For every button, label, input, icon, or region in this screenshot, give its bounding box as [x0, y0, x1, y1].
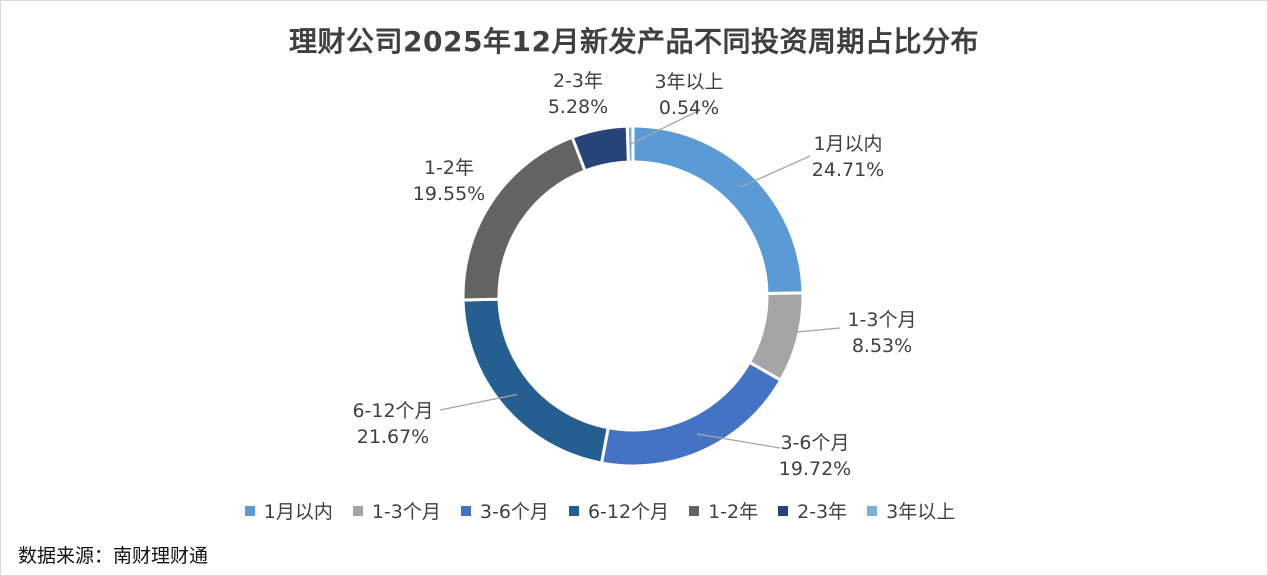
data-label-value-1: 24.71% [812, 159, 884, 181]
leader-line-3 [696, 433, 781, 449]
legend-swatch-2 [352, 505, 363, 516]
legend-label-3: 3-6个月 [479, 501, 549, 523]
data-label-value-4: 21.67% [357, 426, 429, 448]
data-label-category-2: 1-3个月 [847, 309, 916, 331]
leader-line-2 [780, 327, 841, 335]
legend-label-1: 1月以内 [263, 501, 333, 523]
legend-swatch-7 [867, 505, 878, 516]
data-label-value-5: 19.55% [413, 183, 485, 205]
donut-slice-4 [461, 297, 610, 465]
legend-item-2: 1-3个月 [352, 497, 441, 524]
data-label-category-4: 6-12个月 [352, 400, 433, 422]
legend-label-5: 1-2年 [708, 501, 759, 523]
data-label-category-3: 3-6个月 [780, 432, 849, 454]
legend-swatch-1 [244, 505, 255, 516]
chart-legend: 1月以内 1-3个月 3-6个月 6-12个月 1-2年 2-3年 3年以上 [0, 497, 1200, 524]
legend-item-6: 2-3年 [778, 497, 847, 524]
chart-title: 理财公司2025年12月新发产品不同投资周期占比分布 [289, 25, 979, 58]
donut-slice-1 [631, 124, 805, 296]
legend-item-1: 1月以内 [244, 497, 333, 524]
donut-slice-3 [599, 360, 783, 468]
legend-swatch-6 [778, 505, 789, 516]
data-label-value-6: 5.28% [548, 96, 608, 118]
data-label-value-3: 19.72% [779, 458, 851, 480]
legend-item-4: 6-12个月 [568, 497, 670, 524]
legend-item-5: 1-2年 [689, 497, 758, 524]
donut-slices [461, 124, 805, 468]
donut-slice-5 [461, 135, 588, 302]
data-label-category-1: 1月以内 [813, 133, 882, 155]
leader-line-7 [630, 109, 701, 145]
legend-item-7: 3年以上 [867, 497, 955, 524]
data-label-value-2: 8.53% [852, 335, 912, 357]
legend-swatch-4 [568, 505, 579, 516]
leader-line-1 [739, 155, 811, 189]
data-label-category-7: 3年以上 [654, 71, 723, 93]
source-note: 数据来源：南财理财通 [18, 545, 209, 567]
data-label-category-5: 1-2年 [424, 157, 474, 179]
legend-swatch-3 [460, 505, 471, 516]
leader-lines [439, 109, 841, 449]
donut-slice-7 [625, 124, 635, 164]
legend-label-4: 6-12个月 [587, 501, 670, 523]
legend-label-2: 1-3个月 [371, 501, 441, 523]
legend-item-3: 3-6个月 [460, 497, 549, 524]
leader-line-4 [439, 393, 518, 411]
legend-label-7: 3年以上 [886, 501, 956, 523]
data-label-value-7: 0.54% [659, 97, 719, 119]
data-labels: 1月以内 24.71% 1-3个月 8.53% 3-6个月 19.72% 6-12个月 21.… [352, 70, 916, 480]
data-label-category-6: 2-3年 [553, 70, 603, 92]
legend-label-6: 2-3年 [797, 501, 848, 523]
legend-swatch-5 [689, 505, 700, 516]
